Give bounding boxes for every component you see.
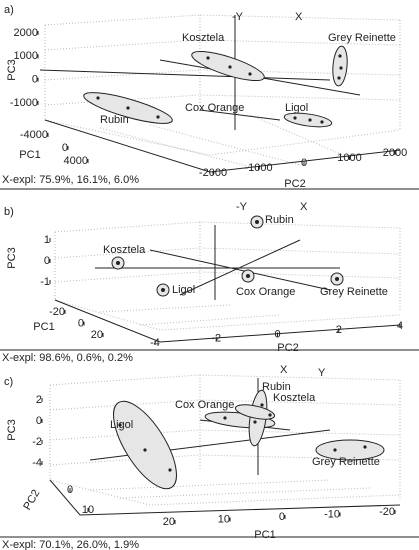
explained-variance: X-expl: 70.1%, 26.0%, 1.9% <box>2 539 139 550</box>
group-label: Kosztela <box>273 392 316 404</box>
z-tick-label: -1 <box>40 276 50 288</box>
direction-label: X <box>295 11 303 23</box>
group-label: Grey Reinette <box>312 456 380 468</box>
group-label: Ligol <box>285 102 308 114</box>
z-tick-label: 2000 <box>14 27 38 39</box>
panel-label: c) <box>4 376 13 388</box>
x-axis-label: PC1 <box>33 321 54 333</box>
group-label: Ligol <box>110 419 133 431</box>
y-tick-label: 2000 <box>383 147 407 159</box>
z-tick-label: 0 <box>44 255 50 267</box>
z-tick-label: 1 <box>44 234 50 246</box>
group-label: Rubin <box>100 114 129 126</box>
z-tick-label: -1000 <box>10 97 38 109</box>
x-tick-label: 0 <box>62 142 68 154</box>
panel-label: b) <box>4 206 14 218</box>
direction-label: X <box>300 201 308 213</box>
group-label: Cox Orange <box>175 399 234 411</box>
x-tick-label: -20 <box>379 506 395 518</box>
group-label: Grey Reinette <box>328 32 396 44</box>
z-axis-label: PC3 <box>6 59 18 80</box>
z-tick-label: -2 <box>32 436 42 448</box>
y-tick-label: -2 <box>211 333 221 345</box>
group-label: Cox Orange <box>185 102 244 114</box>
y-tick-label: -4 <box>150 337 160 349</box>
direction-label: X <box>280 364 288 376</box>
y-tick-label: 1000 <box>337 152 361 164</box>
direction-label: Y <box>318 367 326 379</box>
z-tick-label: 1000 <box>14 50 38 62</box>
z-tick-label: 0 <box>36 415 42 427</box>
x-tick-label: -4000 <box>20 129 48 141</box>
y-tick-label: -1000 <box>244 162 272 174</box>
z-tick-label: 0 <box>32 74 38 86</box>
y-axis-label: PC2 <box>21 488 42 513</box>
group-label: Rubin <box>262 381 291 393</box>
x-axis-label: PC1 <box>254 529 275 541</box>
y-tick-label: 0 <box>301 157 307 169</box>
y-tick-label: 10 <box>82 504 94 516</box>
x-tick-label: 10 <box>218 513 230 525</box>
z-axis-label: PC3 <box>6 419 18 440</box>
explained-variance: X-expl: 75.9%, 16.1%, 6.0% <box>2 174 139 186</box>
group-label: Ligol <box>172 284 195 296</box>
z-tick-label: -4 <box>32 457 42 469</box>
y-tick-label: 2 <box>336 324 342 336</box>
y-axis-label: PC2 <box>284 178 305 190</box>
y-axis-label: PC2 <box>277 342 298 354</box>
x-tick-label: 20 <box>91 329 103 341</box>
x-axis-label: PC1 <box>19 149 40 161</box>
group-label: Grey Reinette <box>320 286 388 298</box>
z-axis-label: PC3 <box>6 247 18 268</box>
y-tick-label: -2000 <box>199 167 227 179</box>
direction-label: -Y <box>236 201 248 213</box>
y-tick-label: 0 <box>274 328 280 340</box>
panel-b-frame <box>0 215 419 351</box>
x-tick-label: 0 <box>279 511 285 523</box>
group-label: Kosztela <box>182 32 225 44</box>
direction-label: -Y <box>232 11 244 23</box>
x-tick-label: 4000 <box>64 155 88 167</box>
y-tick-label: 4 <box>397 320 403 332</box>
panel-label: a) <box>4 4 14 16</box>
group-label: Rubin <box>265 214 294 226</box>
group-label: Cox Orange <box>236 286 295 298</box>
panel-c-frame <box>0 374 419 538</box>
x-tick-label: -10 <box>324 508 340 520</box>
x-tick-label: 20 <box>163 516 175 528</box>
x-tick-label: 0 <box>78 317 84 329</box>
explained-variance: X-expl: 98.6%, 0.6%, 0.2% <box>2 352 133 364</box>
z-tick-label: 2 <box>36 394 42 406</box>
y-tick-label: 0 <box>67 484 73 496</box>
group-label: Kosztela <box>103 244 146 256</box>
panel-a-frame <box>0 14 419 190</box>
x-tick-label: -20 <box>49 306 65 318</box>
